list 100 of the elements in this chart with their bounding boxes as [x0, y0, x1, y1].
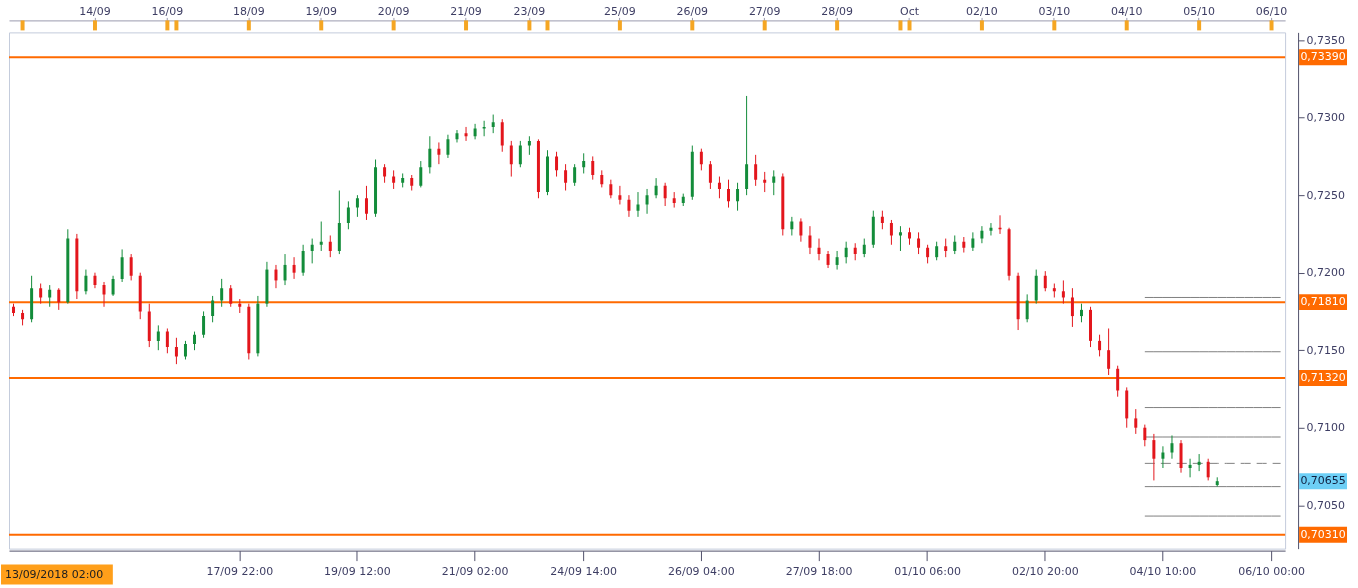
candlestick	[835, 250, 839, 271]
x-tick-label: Oct	[900, 4, 920, 18]
candlestick	[1025, 293, 1029, 323]
candlestick	[889, 219, 893, 246]
candlestick	[174, 337, 178, 365]
candlestick	[1079, 303, 1083, 323]
text: 0,70655	[1300, 474, 1346, 488]
candlestick	[582, 152, 586, 174]
x-tick-label: 26/09	[676, 4, 709, 18]
candlestick	[437, 141, 441, 165]
candlestick	[464, 126, 468, 142]
candlestick	[274, 264, 278, 289]
candlestick	[790, 216, 794, 236]
x-tick-label: 19/09	[305, 4, 338, 18]
candlestick	[283, 253, 287, 286]
candlestick	[772, 169, 776, 196]
candlestick	[509, 140, 513, 178]
candlestick	[618, 185, 622, 205]
candlestick	[989, 222, 993, 236]
x-tick-label: 17/09 22:00	[206, 565, 274, 579]
x-tick-label: 19/09 12:00	[324, 565, 391, 579]
candlestick	[663, 182, 667, 207]
candlestick	[301, 244, 305, 277]
candlestick	[880, 210, 884, 230]
x-tick-label: 16/09	[151, 4, 184, 18]
ref-line-label: 0,73390	[1300, 50, 1346, 64]
candlestick	[202, 310, 206, 339]
candlestick	[926, 244, 930, 264]
candlestick	[129, 253, 133, 281]
x-tick-label: 28/09	[821, 4, 853, 18]
candlestick	[1061, 279, 1065, 305]
candlestick	[428, 135, 432, 174]
candlestick	[346, 200, 350, 230]
candlestick	[482, 120, 486, 137]
candlestick	[292, 256, 296, 280]
x-axis-title: 13/09/2018 02:00	[4, 567, 104, 581]
candlestick	[39, 283, 43, 305]
candlestick	[898, 225, 902, 252]
candlestick	[944, 238, 948, 258]
candlestick	[1116, 365, 1120, 398]
candlestick	[473, 123, 477, 140]
x-tick-label: 04/10 10:00	[1129, 565, 1197, 579]
candlestick	[627, 194, 631, 218]
ref-line-label: 0,71810	[1300, 295, 1346, 309]
candlestick	[953, 234, 957, 255]
candlestick	[111, 275, 115, 297]
candlestick	[310, 238, 314, 264]
candlestick	[763, 171, 767, 193]
candlestick	[708, 160, 712, 190]
x-tick-label: 26/09 04:00	[667, 565, 735, 579]
candlestick	[799, 217, 803, 243]
candlestick	[446, 134, 450, 159]
candlestick	[971, 231, 975, 252]
candlestick	[1107, 327, 1111, 376]
candlestick	[500, 118, 504, 153]
x-tick-label: 02/10	[966, 4, 998, 18]
candlestick	[1206, 458, 1210, 481]
candlestick	[1188, 458, 1192, 478]
y-tick-label: 0,7150	[1306, 343, 1345, 357]
candlestick	[455, 129, 459, 143]
candlestick	[392, 169, 396, 190]
candlestick	[48, 284, 52, 308]
candlestick	[319, 221, 323, 252]
candlestick	[57, 287, 61, 311]
candlestick	[518, 140, 522, 168]
y-tick-label: 0,7250	[1306, 188, 1345, 202]
candlestick	[84, 269, 88, 295]
candlestick	[1134, 408, 1138, 435]
candlestick	[419, 160, 423, 188]
candlestick	[383, 163, 387, 184]
candlestick	[211, 295, 215, 323]
candlestick	[156, 324, 160, 351]
candlestick	[808, 225, 812, 255]
candlestick	[1043, 270, 1047, 292]
candlestick	[917, 231, 921, 255]
y-tick-label: 0,7300	[1306, 111, 1345, 125]
x-tick-label: 18/09	[233, 4, 265, 18]
candlestick	[591, 155, 595, 181]
x-tick-label: 02/10 20:00	[1011, 565, 1079, 579]
candlestick	[1161, 445, 1165, 469]
candlestick	[1170, 434, 1174, 460]
x-tick-label: 06/10	[1255, 4, 1288, 18]
candlestick	[165, 327, 169, 354]
candlestick	[102, 281, 106, 308]
x-tick-label: 01/10 06:00	[894, 565, 961, 579]
candlestick	[229, 284, 233, 308]
x-tick-label: 20/09	[377, 4, 410, 18]
x-tick-label: 14/09	[79, 4, 111, 18]
x-tick-label: 27/09	[748, 4, 781, 18]
candlestick	[328, 234, 332, 258]
y-tick-label: 0,7100	[1306, 421, 1345, 435]
x-tick-label: 03/10	[1038, 4, 1071, 18]
y-tick-label: 0,7350	[1306, 33, 1345, 47]
candlestick	[727, 179, 730, 209]
candlestick	[1197, 453, 1201, 472]
candlestick	[980, 225, 984, 244]
candlestick	[573, 163, 577, 187]
candlestick	[491, 114, 495, 134]
candlestick	[817, 238, 821, 261]
candlestick	[935, 241, 939, 261]
